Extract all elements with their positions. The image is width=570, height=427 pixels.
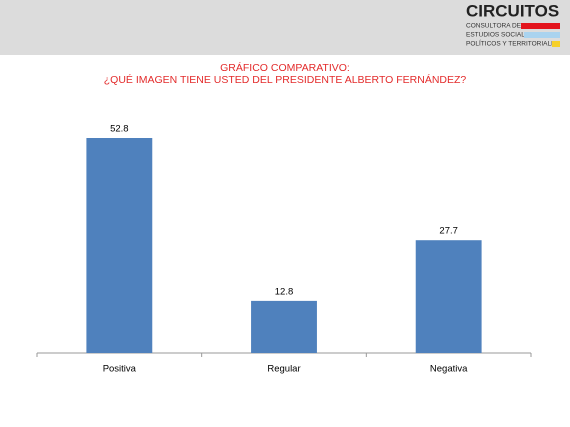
value-label: 12.8 [275,286,294,297]
x-tick-label: Regular [267,364,300,375]
value-label: 27.7 [439,226,458,237]
logo: CIRCUITOS [466,1,559,20]
bar [86,138,153,353]
x-tick-label: Positiva [103,364,137,375]
logo-line: POLÍTICOS Y TERRITORIALES [466,39,560,48]
logo-line: CONSULTORA DE [466,23,522,30]
value-label: 52.8 [110,124,129,135]
chart-title: GRÁFICO COMPARATIVO: [220,61,350,74]
bar [415,240,482,353]
bar [251,300,317,353]
x-tick-label: Negativa [430,364,468,375]
header-band [0,0,570,55]
logo-bar [552,41,560,47]
logo-bar [521,23,560,29]
chart-subtitle: ¿QUÉ IMAGEN TIENE USTED DEL PRESIDENTE A… [104,73,467,86]
logo-bar [524,32,560,38]
logo-line: ESTUDIOS SOCIALES, [466,32,536,39]
